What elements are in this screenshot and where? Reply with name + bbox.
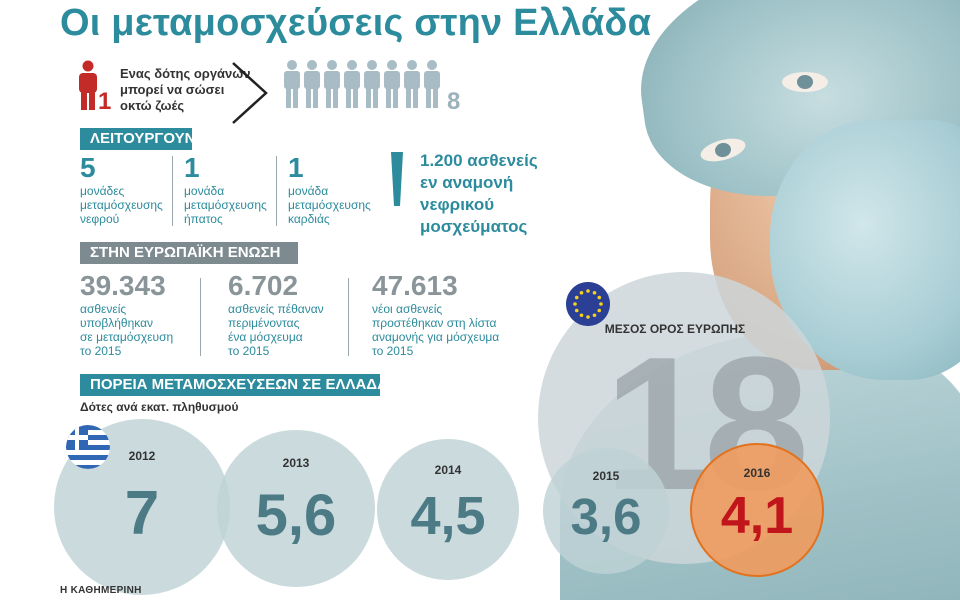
bubble-value-label: 5,6 (255, 482, 337, 548)
eu-header: ΣΤΗΝ ΕΥΡΩΠΑΪΚΗ ΕΝΩΣΗ (80, 242, 298, 264)
operating-desc: μονάδα (288, 184, 329, 198)
divider (276, 156, 277, 226)
person-icon (79, 60, 97, 110)
chart-title: ΠΟΡΕΙΑ ΜΕΤΑΜΟΣΧΕΥΣΕΩΝ ΣΕ ΕΛΛΑΔΑ (80, 374, 388, 396)
chart-subtitle: Δότες ανά εκατ. πληθυσμού (80, 400, 239, 414)
eu-average-label: ΜΕΣΟΣ ΟΡΟΣ ΕΥΡΩΠΗΣ (604, 322, 746, 336)
bubble-value-label: 4,1 (720, 487, 794, 546)
eu-stat-desc: ασθενείς (80, 302, 127, 316)
donor-text-line: οκτώ ζωές (120, 98, 185, 113)
eu-stat-desc: περιμένοντας (228, 316, 300, 330)
eu-stat: 47.613 νέοι ασθενείς προστέθηκαν στη λίσ… (372, 270, 522, 358)
operating-value: 1 (184, 152, 200, 183)
bubble-value-label: 7 (124, 479, 160, 549)
operating-desc: καρδιάς (288, 212, 330, 226)
eu-stat-desc: το 2015 (372, 344, 414, 358)
waiting-line: μοσχεύματος (420, 217, 528, 236)
eu-stat-desc: νέοι ασθενείς (372, 302, 443, 316)
left-eye (782, 72, 828, 92)
data-bubble (542, 447, 670, 574)
bubble-year-label: 2013 (282, 456, 310, 471)
bubble-year-label: 2015 (592, 469, 620, 484)
divider (172, 156, 173, 226)
bubble-year-label: 2014 (434, 463, 462, 478)
operating-header: ΛΕΙΤΟΥΡΓΟΥΝ (80, 128, 195, 150)
donor-text-line: μπορεί να σώσει (120, 82, 225, 97)
operating-desc: μονάδες (80, 184, 125, 198)
waiting-line: 1.200 ασθενείς (420, 151, 538, 170)
waiting-line: εν αναμονή (420, 173, 514, 192)
eu-stat-desc: αναμονής για μόσχευμα (372, 330, 500, 344)
donor-text-line: Ενας δότης οργάνων (120, 66, 251, 81)
page-title: Οι μεταμοσχεύσεις στην Ελλάδα (60, 2, 652, 44)
donor-text: Ενας δότης οργάνων μπορεί να σώσει οκτώ … (120, 66, 260, 114)
eu-stat-desc: το 2015 (80, 344, 122, 358)
operating-desc: μεταμόσχευσης (288, 198, 371, 212)
donor-count: 1 (98, 88, 112, 115)
exclamation-icon (391, 152, 403, 206)
bubble-year-label: 2016 (743, 465, 771, 480)
saved-count: 8 (447, 88, 461, 115)
saved-people-icons (284, 60, 440, 108)
eu-stat-desc: ένα μόσχευμα (228, 330, 303, 344)
eu-stat-desc: υποβλήθηκαν (80, 316, 154, 330)
data-bubble (689, 442, 825, 578)
waiting-patients-text: 1.200 ασθενείς εν αναμονή νεφρικού μοσχε… (420, 150, 580, 238)
bubble-year-label: 2012 (128, 448, 156, 463)
operating-value: 5 (80, 152, 96, 183)
operating-item: 1 μονάδα μεταμόσχευσης ήπατος (184, 152, 280, 226)
eu-stat-desc: σε μεταμόσχευση (80, 330, 174, 344)
divider (348, 278, 349, 356)
chevron-right-icon (232, 62, 268, 124)
eu-stat-desc: ασθενείς πέθαναν (228, 302, 324, 316)
operating-desc: ήπατος (184, 212, 223, 226)
operating-item: 5 μονάδες μεταμόσχευσης νεφρού (80, 152, 176, 226)
eu-stat-value: 6.702 (228, 270, 299, 301)
operating-desc: μονάδα (184, 184, 225, 198)
operating-desc: μεταμόσχευσης (80, 198, 163, 212)
greek-flag-icon (66, 425, 110, 469)
divider (200, 278, 201, 356)
eu-stat: 39.343 ασθενείς υποβλήθηκαν σε μεταμόσχε… (80, 270, 195, 358)
bubble-value-label: 3,6 (570, 488, 642, 546)
publisher-credit: Η ΚΑΘΗΜΕΡΙΝΗ (60, 585, 142, 596)
eu-stat: 6.702 ασθενείς πέθαναν περιμένοντας ένα … (228, 270, 343, 358)
eu-stat-value: 39.343 (80, 270, 166, 301)
waiting-line: νεφρικού (420, 195, 495, 214)
data-bubble (217, 429, 375, 588)
data-bubble (377, 439, 519, 581)
eu-stat-value: 47.613 (372, 270, 458, 301)
operating-item: 1 μονάδα μεταμόσχευσης καρδιάς (288, 152, 384, 226)
eu-flag-icon (566, 282, 610, 326)
eu-stat-desc: το 2015 (228, 344, 270, 358)
operating-desc: νεφρού (80, 212, 120, 226)
bubble-value-label: 4,5 (410, 485, 486, 546)
eu-stat-desc: προστέθηκαν στη λίστα (372, 316, 497, 330)
operating-desc: μεταμόσχευσης (184, 198, 267, 212)
operating-value: 1 (288, 152, 304, 183)
